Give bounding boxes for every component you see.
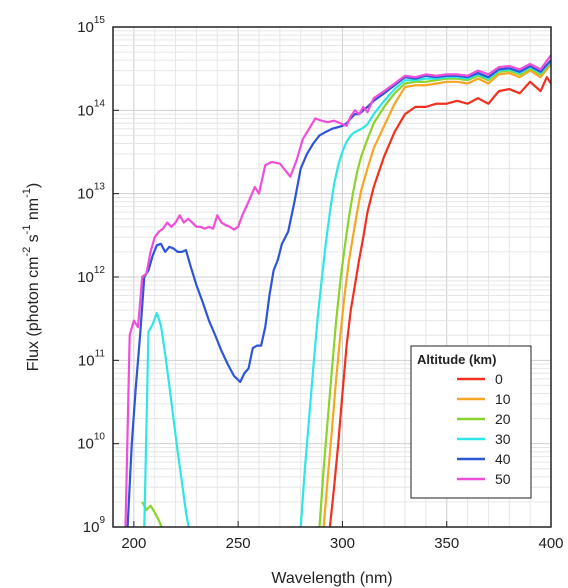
y-tick-label: 1010 (77, 432, 105, 453)
y-tick-label: 1014 (77, 98, 105, 119)
y-tick-label: 1013 (77, 182, 105, 203)
legend-label-0: 0 (495, 371, 503, 387)
x-axis-title: Wavelength (nm) (271, 570, 392, 587)
series-line-40 (126, 59, 551, 527)
legend: Altitude (km) 0 10 20 30 40 50 (410, 345, 532, 499)
legend-label-10: 10 (495, 391, 511, 407)
series-lines (124, 54, 551, 527)
legend-box (410, 345, 532, 499)
legend-label-20: 20 (495, 411, 511, 427)
y-axis-ticks: 109 1010 1011 1012 1013 1014 1015 (77, 15, 119, 536)
y-tick-label: 1015 (77, 15, 105, 36)
series-line-10 (322, 63, 551, 527)
x-tick-label: 350 (434, 535, 459, 552)
legend-title: Altitude (km) (417, 352, 496, 367)
legend-label-30: 30 (495, 431, 511, 447)
series-line-0 (328, 76, 551, 527)
series-line-50 (124, 54, 551, 527)
y-tick-label: 109 (83, 515, 106, 536)
y-tick-label: 1012 (77, 265, 105, 286)
x-tick-label: 400 (538, 535, 563, 552)
series-line-30 (143, 60, 551, 527)
x-tick-label: 300 (330, 535, 355, 552)
x-tick-label: 250 (226, 535, 251, 552)
y-tick-label: 1011 (78, 348, 106, 369)
legend-label-40: 40 (495, 451, 511, 467)
x-axis-ticks: 200 250 300 350 400 (121, 521, 564, 552)
legend-label-50: 50 (495, 471, 511, 487)
x-tick-label: 200 (121, 535, 146, 552)
y-axis-title: Flux (photon cm-2 s-1 nm-1) (21, 183, 42, 372)
